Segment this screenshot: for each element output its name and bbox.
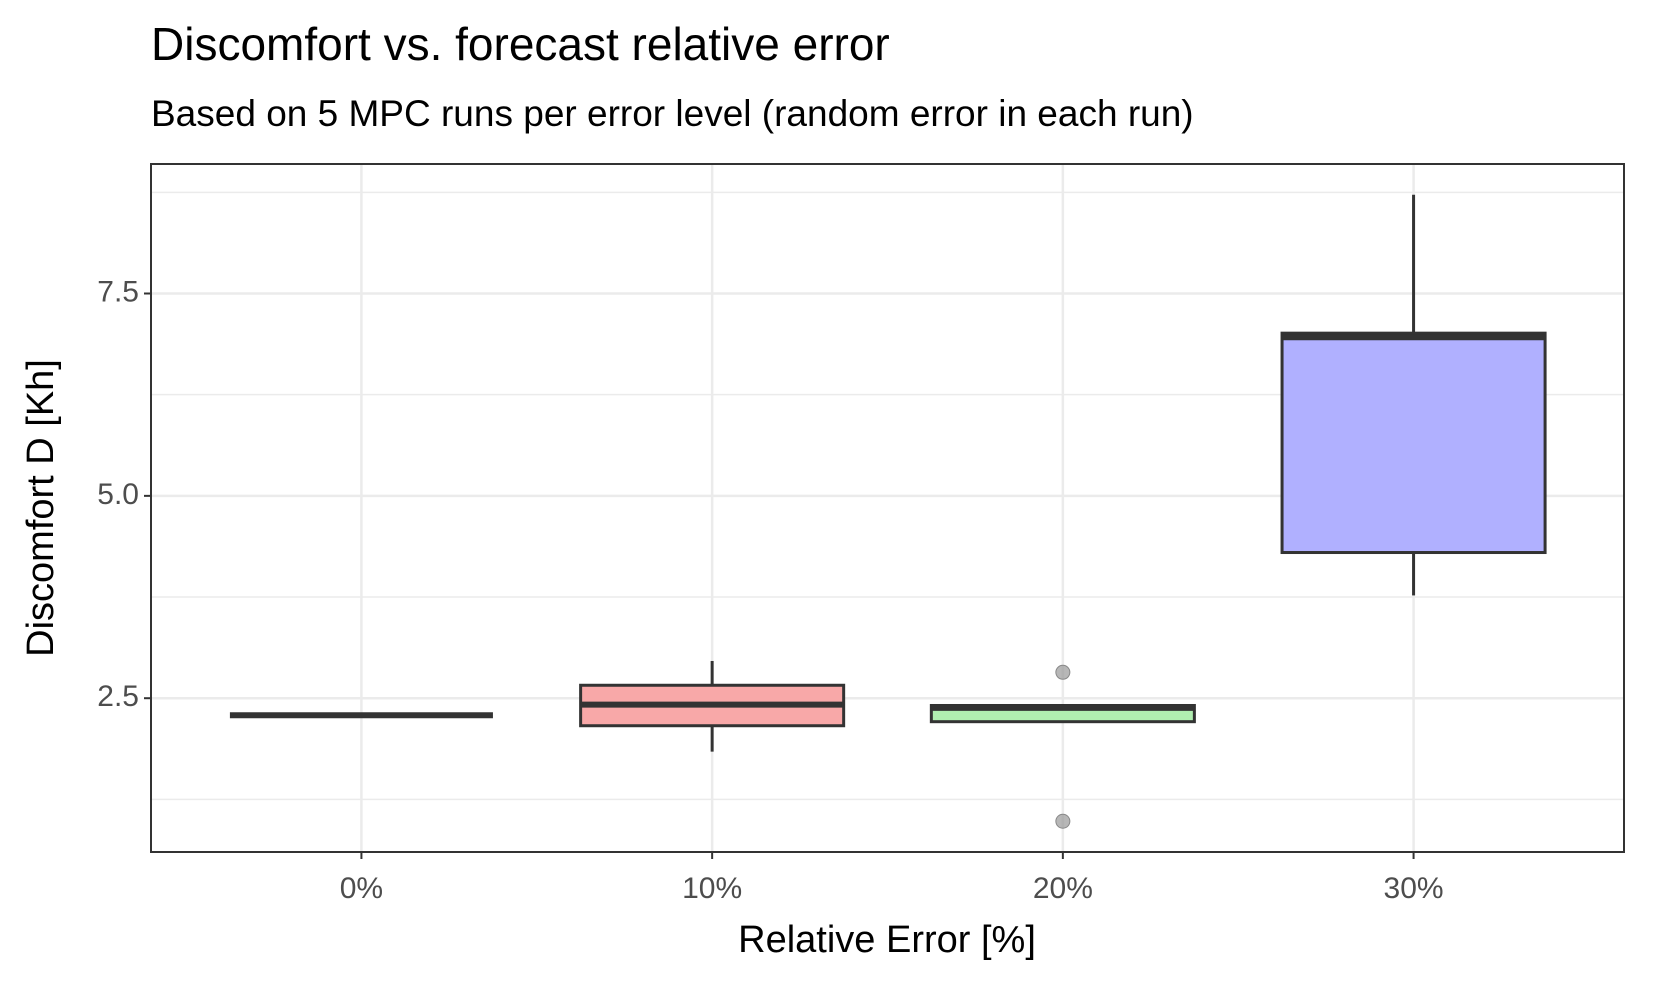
x-tick-label: 20% — [1033, 872, 1093, 905]
chart-subtitle: Based on 5 MPC runs per error level (ran… — [151, 93, 1194, 134]
y-tick-label: 2.5 — [97, 680, 139, 713]
outlier — [1055, 813, 1071, 829]
chart-title: Discomfort vs. forecast relative error — [151, 18, 890, 70]
box — [1280, 331, 1547, 555]
y-axis-title: Discomfort D [Kh] — [20, 359, 62, 657]
panel-border — [150, 163, 1625, 853]
x-tick-label: 0% — [340, 872, 383, 905]
x-tick-label: 10% — [682, 872, 742, 905]
y-tick-label: 5.0 — [97, 478, 139, 511]
x-axis-title: Relative Error [%] — [738, 919, 1036, 961]
x-tick-label: 30% — [1384, 872, 1444, 905]
outlier — [1055, 664, 1071, 680]
y-tick-label: 7.5 — [97, 275, 139, 308]
